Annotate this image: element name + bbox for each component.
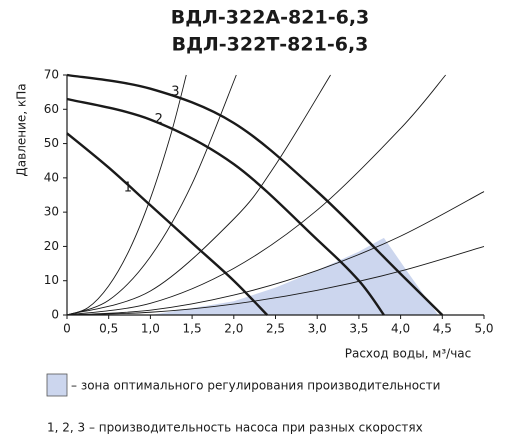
y-tick-label: 70	[44, 68, 59, 82]
system-curve	[66, 74, 237, 316]
legend-text: – зона оптимального регулирования произв…	[71, 379, 440, 393]
x-tick-label: 3,5	[349, 322, 368, 336]
curve-label: 1	[124, 181, 132, 196]
legend-text: 1, 2, 3 – производительность насоса при …	[47, 421, 423, 435]
x-tick-label: 2,0	[224, 322, 243, 336]
chart-title: ВДЛ-322Т-821-6,3	[172, 34, 369, 56]
x-tick-label: 1,5	[183, 322, 202, 336]
system-curve	[66, 191, 485, 316]
x-axis-label: Расход воды, м³/час	[345, 347, 472, 361]
x-tick-label: 3,0	[308, 322, 327, 336]
x-tick-label: 1,0	[141, 322, 160, 336]
x-tick-label: 2,5	[266, 322, 285, 336]
legend-swatch	[46, 373, 68, 397]
pump-curve	[66, 97, 385, 316]
y-tick-label: 20	[44, 239, 59, 253]
y-tick-label: 50	[44, 136, 59, 150]
y-axis-label: Давление, кПа	[15, 83, 29, 176]
y-tick-label: 10	[44, 273, 59, 287]
y-tick-label: 40	[44, 170, 59, 184]
y-tick-label: 60	[44, 102, 59, 116]
x-tick-label: 4,0	[391, 322, 410, 336]
y-tick-label: 0	[51, 308, 59, 322]
system-curve	[66, 74, 331, 316]
system-curve	[66, 245, 485, 316]
y-tick-label: 30	[44, 205, 59, 219]
x-tick-label: 4,5	[433, 322, 452, 336]
system-curve	[66, 74, 446, 316]
curve-label: 2	[155, 112, 163, 127]
system-curve	[66, 74, 187, 316]
pump-curve	[66, 132, 269, 316]
x-tick-label: 0	[63, 322, 71, 336]
chart-title: ВДЛ-322А-821-6,3	[171, 7, 370, 29]
optimal-zone	[150, 237, 439, 315]
curve-label: 3	[171, 85, 179, 100]
x-tick-label: 0,5	[99, 322, 118, 336]
pump-curve	[66, 73, 444, 316]
x-tick-label: 5,0	[474, 322, 493, 336]
